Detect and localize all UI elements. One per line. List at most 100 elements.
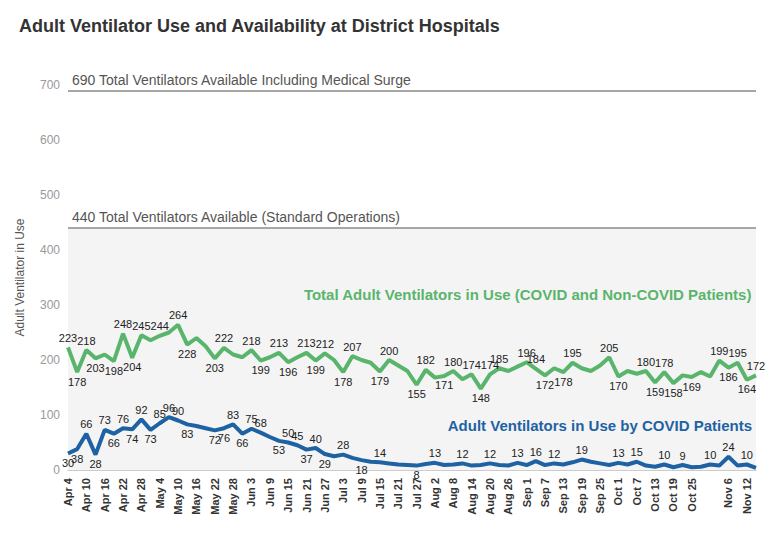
svg-text:172: 172 <box>747 360 765 372</box>
svg-text:76: 76 <box>117 413 129 425</box>
svg-text:Sep 13: Sep 13 <box>557 478 569 513</box>
svg-text:182: 182 <box>417 354 435 366</box>
svg-text:0: 0 <box>53 463 60 477</box>
svg-text:12: 12 <box>484 448 496 460</box>
svg-text:185: 185 <box>490 353 508 365</box>
svg-text:204: 204 <box>123 361 141 373</box>
svg-text:Aug 2: Aug 2 <box>429 478 441 509</box>
svg-text:203: 203 <box>86 362 104 374</box>
svg-text:200: 200 <box>380 345 398 357</box>
svg-text:Total Adult Ventilators in Use: Total Adult Ventilators in Use (COVID an… <box>304 286 752 303</box>
svg-text:169: 169 <box>683 381 701 393</box>
svg-text:184: 184 <box>527 353 545 365</box>
svg-text:195: 195 <box>563 347 581 359</box>
svg-text:8: 8 <box>414 469 420 481</box>
svg-text:May 28: May 28 <box>227 478 239 515</box>
svg-text:174: 174 <box>462 359 480 371</box>
svg-text:Oct 1: Oct 1 <box>612 478 624 506</box>
svg-text:May 4: May 4 <box>154 477 166 508</box>
svg-text:222: 222 <box>215 332 233 344</box>
svg-text:Jun 27: Jun 27 <box>319 478 331 513</box>
svg-text:10: 10 <box>741 449 753 461</box>
svg-text:186: 186 <box>719 371 737 383</box>
svg-text:178: 178 <box>68 376 86 388</box>
svg-text:40: 40 <box>310 433 322 445</box>
svg-text:68: 68 <box>255 417 267 429</box>
svg-text:164: 164 <box>738 383 756 395</box>
svg-text:690 Total Ventilators Availabl: 690 Total Ventilators Available Includin… <box>72 72 411 88</box>
svg-text:Nov 12: Nov 12 <box>741 478 753 514</box>
svg-text:180: 180 <box>637 356 655 368</box>
svg-text:207: 207 <box>343 341 361 353</box>
svg-text:199: 199 <box>251 364 269 376</box>
svg-text:196: 196 <box>279 366 297 378</box>
svg-text:24: 24 <box>722 441 734 453</box>
svg-text:74: 74 <box>126 433 138 445</box>
svg-text:172: 172 <box>536 379 554 391</box>
svg-text:Apr 16: Apr 16 <box>99 478 111 512</box>
svg-text:179: 179 <box>371 375 389 387</box>
svg-text:Adult Ventilator in Use: Adult Ventilator in Use <box>13 218 27 336</box>
svg-text:13: 13 <box>511 447 523 459</box>
svg-text:May 16: May 16 <box>190 478 202 515</box>
svg-text:100: 100 <box>40 408 60 422</box>
svg-text:Sep 19: Sep 19 <box>576 478 588 513</box>
svg-text:53: 53 <box>273 444 285 456</box>
svg-text:May 10: May 10 <box>172 478 184 515</box>
svg-text:244: 244 <box>151 320 169 332</box>
svg-text:Jul 15: Jul 15 <box>374 478 386 509</box>
svg-text:66: 66 <box>80 418 92 430</box>
svg-text:Oct 7: Oct 7 <box>631 478 643 506</box>
svg-text:Apr 28: Apr 28 <box>135 478 147 512</box>
svg-text:37: 37 <box>300 453 312 465</box>
svg-text:155: 155 <box>407 388 425 400</box>
svg-text:Aug 8: Aug 8 <box>447 478 459 509</box>
svg-text:Adult Ventilator Use and Avail: Adult Ventilator Use and Availability at… <box>19 16 500 36</box>
svg-text:440 Total Ventilators Availabl: 440 Total Ventilators Available (Standar… <box>72 209 400 225</box>
svg-text:213: 213 <box>297 337 315 349</box>
svg-text:178: 178 <box>554 376 572 388</box>
svg-text:28: 28 <box>89 458 101 470</box>
svg-text:158: 158 <box>664 387 682 399</box>
svg-text:199: 199 <box>307 364 325 376</box>
svg-text:200: 200 <box>40 353 60 367</box>
svg-text:12: 12 <box>548 448 560 460</box>
svg-text:10: 10 <box>658 449 670 461</box>
svg-text:Aug 14: Aug 14 <box>466 477 478 515</box>
svg-text:12: 12 <box>456 448 468 460</box>
svg-text:92: 92 <box>135 404 147 416</box>
svg-text:223: 223 <box>59 332 77 344</box>
svg-text:180: 180 <box>444 356 462 368</box>
svg-text:Aug 20: Aug 20 <box>484 478 496 515</box>
svg-text:15: 15 <box>631 446 643 458</box>
svg-text:66: 66 <box>236 437 248 449</box>
svg-text:Sep 7: Sep 7 <box>539 478 551 507</box>
svg-text:148: 148 <box>472 392 490 404</box>
svg-text:Apr 4: Apr 4 <box>62 477 74 506</box>
svg-text:178: 178 <box>655 357 673 369</box>
svg-text:10: 10 <box>704 449 716 461</box>
svg-text:16: 16 <box>530 446 542 458</box>
svg-text:Jul 9: Jul 9 <box>356 478 368 503</box>
svg-text:Apr 22: Apr 22 <box>117 478 129 512</box>
svg-text:Apr 10: Apr 10 <box>80 478 92 512</box>
svg-text:29: 29 <box>319 458 331 470</box>
svg-text:18: 18 <box>355 464 367 476</box>
svg-text:700: 700 <box>40 78 60 92</box>
svg-text:159: 159 <box>646 386 664 398</box>
svg-text:Nov 6: Nov 6 <box>722 478 734 508</box>
svg-text:66: 66 <box>108 437 120 449</box>
svg-text:Aug 26: Aug 26 <box>502 478 514 515</box>
svg-text:264: 264 <box>169 309 187 321</box>
svg-text:178: 178 <box>334 376 352 388</box>
svg-text:14: 14 <box>374 447 386 459</box>
svg-text:195: 195 <box>728 347 746 359</box>
svg-text:203: 203 <box>206 362 224 374</box>
svg-text:245: 245 <box>132 320 150 332</box>
svg-text:218: 218 <box>242 335 260 347</box>
svg-text:May 22: May 22 <box>209 478 221 515</box>
svg-text:19: 19 <box>576 444 588 456</box>
svg-text:400: 400 <box>40 243 60 257</box>
svg-text:Oct 13: Oct 13 <box>649 478 661 512</box>
svg-text:90: 90 <box>172 405 184 417</box>
